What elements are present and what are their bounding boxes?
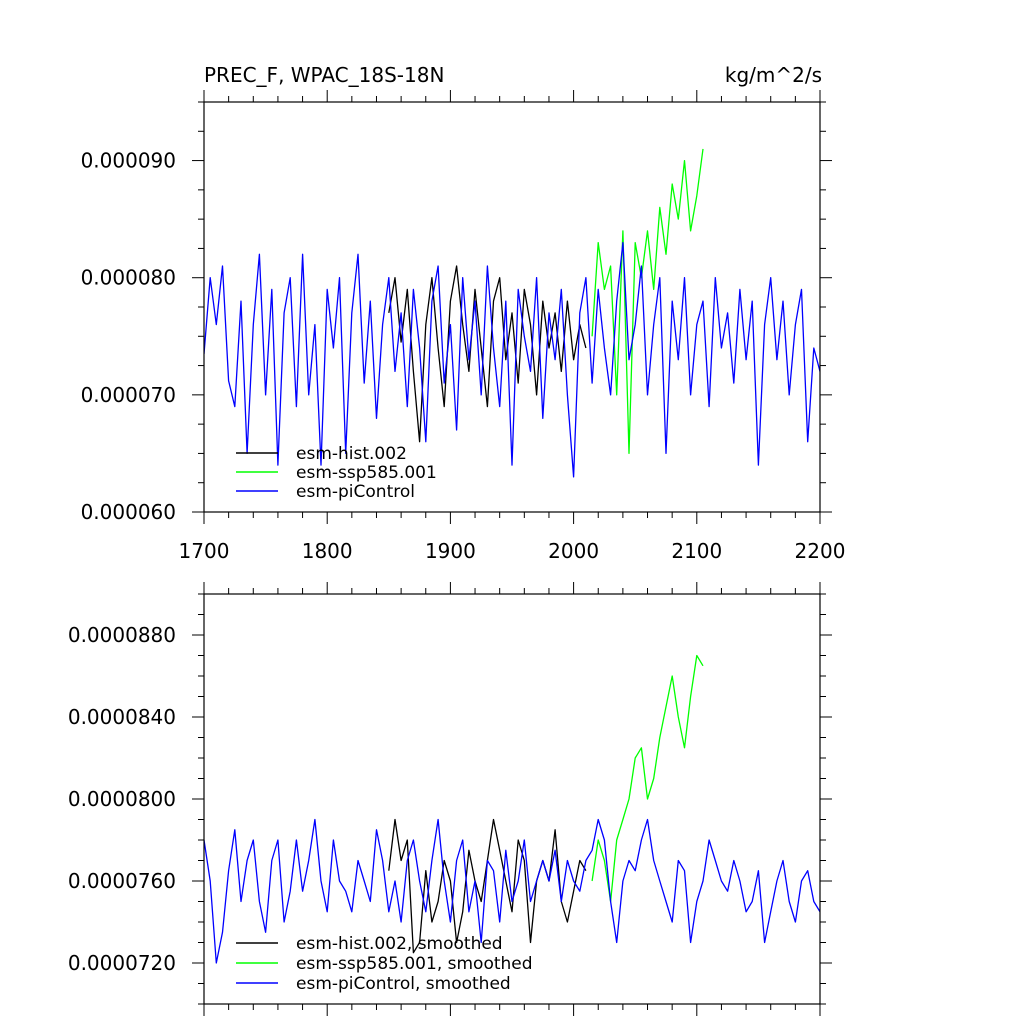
top-ytick-label: 0.000090 — [81, 149, 176, 173]
top-xtick-label: 2200 — [795, 539, 846, 563]
bottom-ytick-label: 0.0000800 — [68, 787, 176, 811]
bottom-ytick-label: 0.0000880 — [68, 623, 176, 647]
top-xtick-label: 2000 — [548, 539, 599, 563]
top-xtick-label: 1900 — [425, 539, 476, 563]
top-ytick-label: 0.000080 — [81, 266, 176, 290]
top-xtick-label: 2100 — [671, 539, 722, 563]
bottom-series-2 — [204, 818, 820, 964]
top-legend-label: esm-hist.002 — [296, 444, 407, 464]
bottom-ytick-label: 0.0000760 — [68, 869, 176, 893]
top-xtick-label: 1700 — [179, 539, 230, 563]
bottom-series-0 — [388, 818, 587, 954]
top-ytick-label: 0.000070 — [81, 383, 176, 407]
top-panel: PREC_F, WPAC_18S-18N kg/m^2/s 1700 1800 19… — [81, 63, 846, 563]
bottom-series-1 — [591, 654, 704, 903]
bottom-ytick-label: 0.0000840 — [68, 705, 176, 729]
top-legend-label: esm-ssp585.001 — [296, 463, 437, 483]
top-panel-units: kg/m^2/s — [725, 63, 822, 87]
bottom-panel: 0.0000720 0.0000760 0.0000800 0.0000840 0.00… — [68, 582, 832, 1016]
top-xtick-label: 1800 — [302, 539, 353, 563]
bottom-ytick-label: 0.0000720 — [68, 951, 176, 975]
top-series-2 — [204, 241, 820, 478]
bottom-legend-label: esm-ssp585.001, smoothed — [296, 954, 533, 974]
top-series-0 — [388, 265, 587, 443]
bottom-legend-label: esm-hist.002, smoothed — [296, 934, 503, 954]
top-panel-title: PREC_F, WPAC_18S-18N — [204, 63, 444, 87]
top-series-1 — [591, 148, 704, 455]
top-ytick-label: 0.000060 — [81, 500, 176, 524]
bottom-legend-label: esm-piControl, smoothed — [296, 974, 511, 994]
top-legend-label: esm-piControl — [296, 482, 415, 502]
